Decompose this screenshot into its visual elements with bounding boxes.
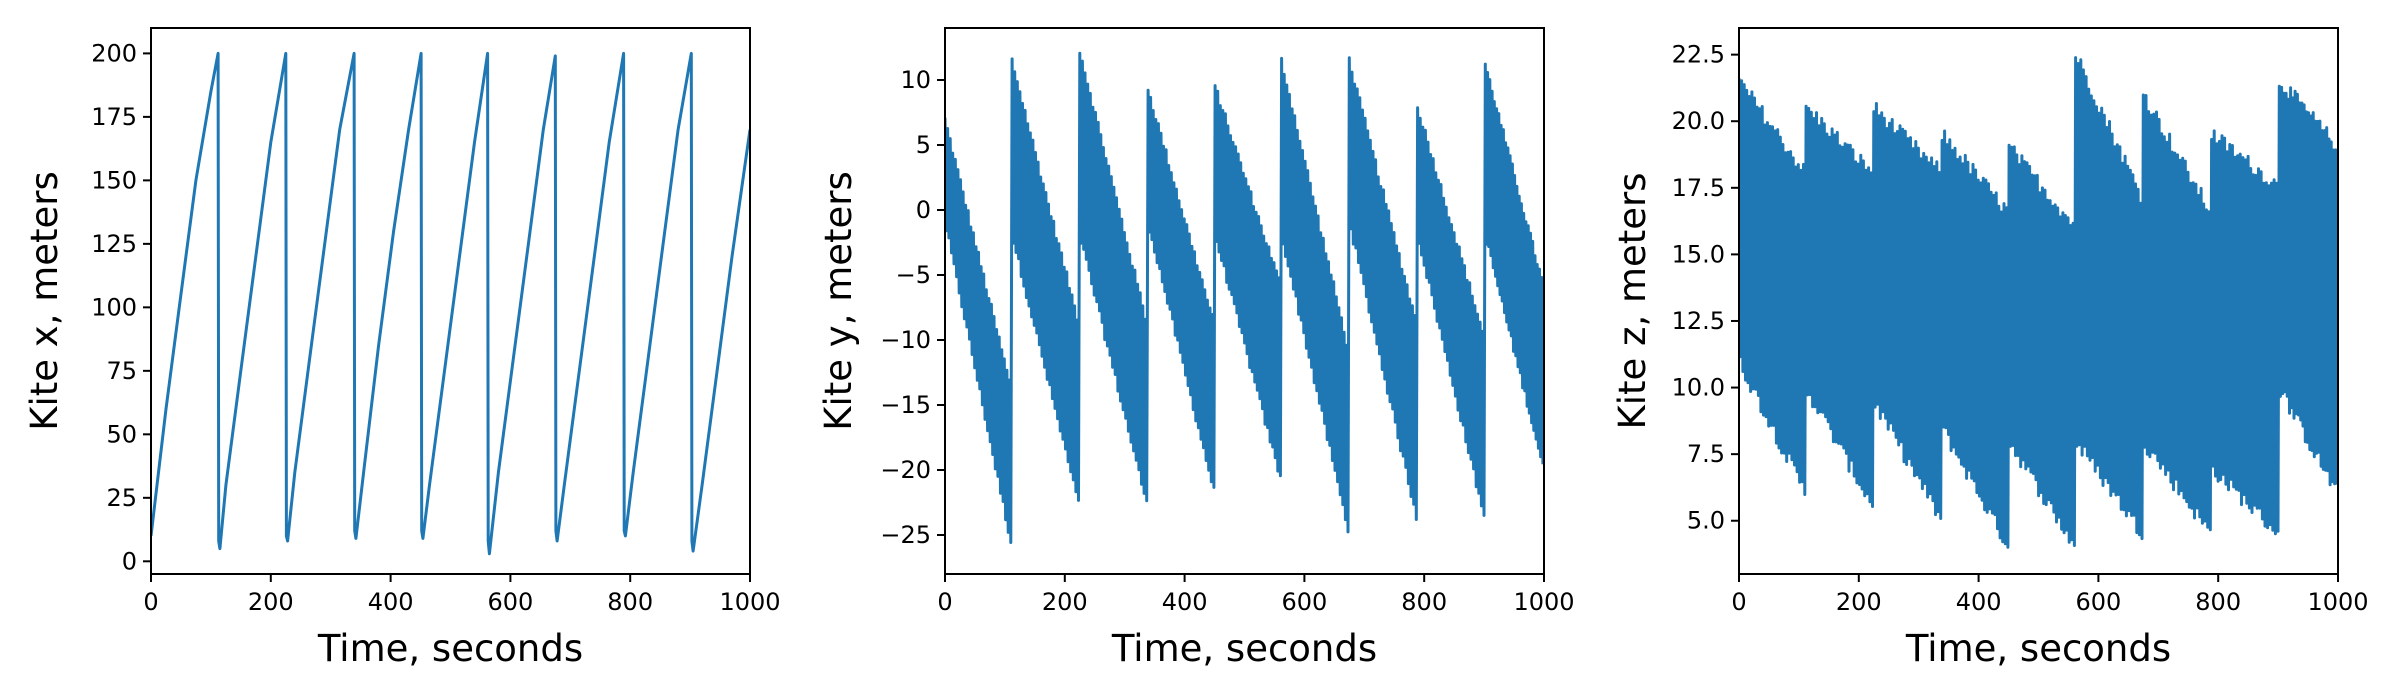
kite-x-ytick-label: 175 [91, 103, 137, 131]
kite-y-chart: 0 200 400 600 800 1000 −25 −20 −15 −10 −5 0 5 10 Time… [817, 27, 1575, 670]
kite-z-ytick-label: 10.0 [1672, 374, 1725, 402]
kite-x-ticks: 0 200 400 600 800 1000 0 25 50 75 100 125 150 175 200 [91, 39, 780, 616]
kite-x-ytick-label: 75 [106, 357, 137, 385]
kite-x-ytick-label: 25 [106, 484, 137, 512]
kite-x-ytick-label: 100 [91, 293, 137, 321]
kite-y-ylabel: Kite y, meters [817, 171, 860, 431]
kite-z-ytick-label: 22.5 [1672, 41, 1725, 69]
kite-y-ytick-label: −15 [880, 391, 931, 419]
kite-x-axes-frame [150, 27, 751, 575]
kite-z-chart: 0 200 400 600 800 1000 5.0 7.5 10.0 12.5 15.0 17.5 2… [1611, 27, 2369, 670]
kite-y-ytick-label: −25 [880, 521, 931, 549]
kite-z-ytick-label: 7.5 [1687, 440, 1725, 468]
kite-x-ytick-label: 125 [91, 230, 137, 258]
kite-x-ytick-label: 150 [91, 166, 137, 194]
kite-x-xlabel: Time, seconds [317, 627, 583, 670]
kite-z-ticks: 0 200 400 600 800 1000 5.0 7.5 10.0 12.5 15.0 17.5 2… [1672, 41, 2369, 616]
kite-y-ytick-label: −20 [880, 456, 931, 484]
kite-y-xlabel: Time, seconds [1111, 627, 1377, 670]
kite-y-xtick-label: 1000 [1513, 588, 1574, 616]
kite-y-xtick-label: 400 [1162, 588, 1208, 616]
kite-x-xtick-label: 400 [368, 588, 414, 616]
kite-y-ytick-label: 0 [916, 196, 931, 224]
kite-y-ytick-label: −10 [880, 326, 931, 354]
kite-y-ticks: 0 200 400 600 800 1000 −25 −20 −15 −10 −5 0 5 10 [880, 66, 1574, 616]
kite-y-plot-area [945, 51, 1544, 544]
kite-z-xtick-label: 600 [2075, 588, 2121, 616]
kite-y-xtick-label: 600 [1281, 588, 1327, 616]
kite-y-xtick-label: 200 [1042, 588, 1088, 616]
kite-z-plot-area [1739, 56, 2338, 549]
kite-z-ytick-label: 17.5 [1672, 174, 1725, 202]
kite-x-ytick-label: 0 [122, 547, 137, 575]
kite-x-ytick-label: 200 [91, 39, 137, 67]
kite-z-series-line [1739, 56, 2338, 549]
kite-y-ytick-label: 5 [916, 131, 931, 159]
kite-z-xlabel: Time, seconds [1905, 627, 2171, 670]
kite-z-ytick-label: 20.0 [1672, 107, 1725, 135]
kite-x-xtick-label: 0 [143, 588, 158, 616]
kite-z-xtick-label: 800 [2195, 588, 2241, 616]
kite-y-axes-frame [944, 27, 1545, 575]
kite-x-xtick-label: 800 [607, 588, 653, 616]
kite-z-ylabel: Kite z, meters [1611, 172, 1654, 429]
kite-y-ytick-label: −5 [896, 261, 931, 289]
kite-x-xtick-label: 600 [487, 588, 533, 616]
kite-x-xtick-label: 200 [248, 588, 294, 616]
kite-y-xtick-label: 800 [1401, 588, 1447, 616]
kite-z-axes-frame [1738, 27, 2339, 575]
kite-x-chart: 0 200 400 600 800 10000255075100125150175200 … [23, 27, 781, 670]
kite-x-ylabel: Kite x, meters [23, 171, 66, 431]
kite-y-xtick-label: 0 [937, 588, 952, 616]
kite-z-ytick-label: 15.0 [1672, 240, 1725, 268]
kite-y-series-line [945, 51, 1544, 544]
kite-x-series-line [151, 51, 750, 556]
kite-z-xtick-label: 0 [1731, 588, 1746, 616]
kite-x-xtick-label: 1000 [719, 588, 780, 616]
kite-z-xtick-label: 200 [1836, 588, 1882, 616]
kite-y-ytick-label: 10 [900, 66, 931, 94]
kite-z-ytick-label: 5.0 [1687, 507, 1725, 535]
kite-x-plot-area [151, 51, 750, 556]
kite-z-ytick-label: 12.5 [1672, 307, 1725, 335]
kite-x-ytick-label: 50 [106, 420, 137, 448]
kite-z-xtick-label: 400 [1956, 588, 2002, 616]
kite-z-xtick-label: 1000 [2307, 588, 2368, 616]
